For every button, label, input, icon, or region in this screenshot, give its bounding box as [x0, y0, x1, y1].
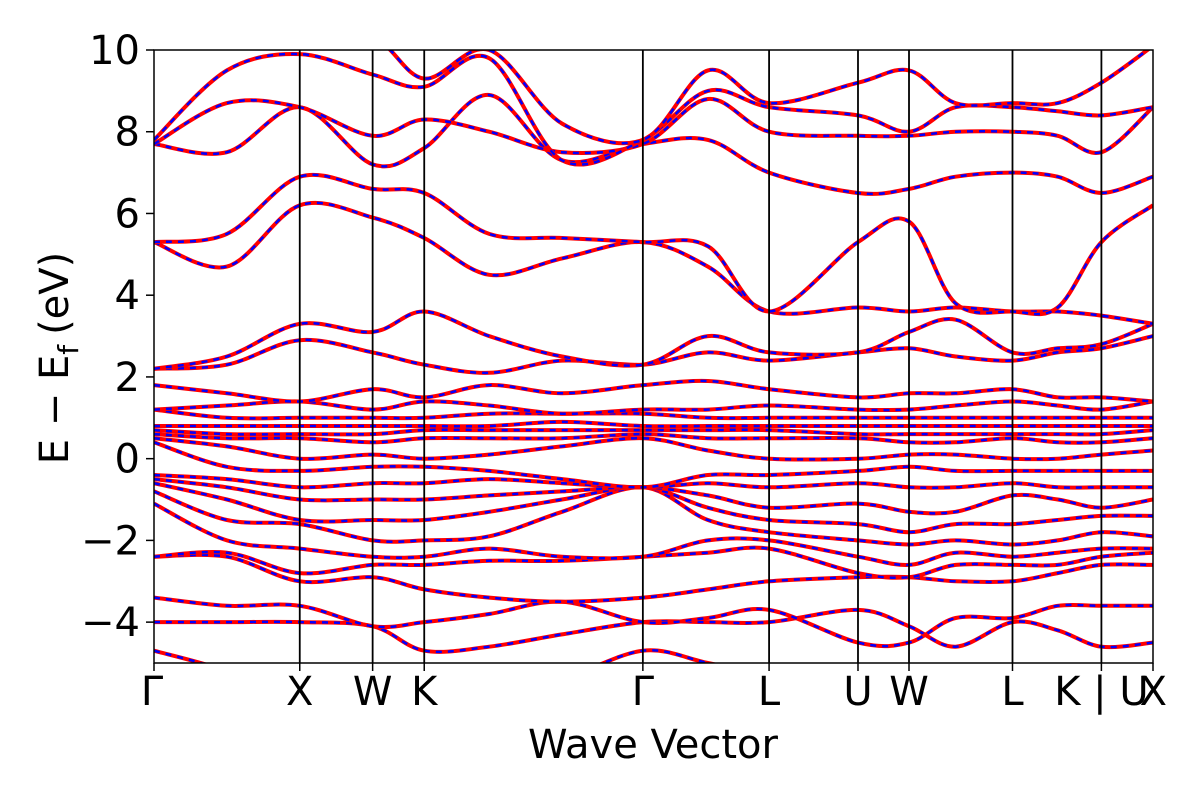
band-line-dashed-11	[154, 436, 1153, 461]
x-tick-label: U	[843, 669, 872, 715]
x-tick-label: W	[353, 669, 393, 715]
y-tick-label: 2	[115, 355, 140, 401]
bands-layer	[154, 50, 1153, 663]
band-line-dashed-19	[154, 310, 1153, 371]
band-line-dashed-12	[154, 432, 1153, 445]
band-line-dashed-14	[154, 420, 1153, 428]
y-tick-label: 8	[115, 110, 140, 156]
y-axis-label-main: E − E	[32, 355, 78, 465]
band-line-dashed-16	[154, 400, 1153, 416]
y-axis-label-unit: (eV)	[32, 252, 78, 335]
band-line-dashed-6	[154, 486, 1153, 546]
band-line-solid-3	[154, 552, 1153, 604]
band-line-dashed-0	[154, 649, 715, 663]
band-line-dashed-20	[154, 201, 1153, 326]
x-tick-label: K | U	[1054, 669, 1148, 715]
x-axis-label: Wave Vector	[528, 722, 779, 768]
band-line-solid-10	[154, 440, 1153, 490]
x-tick-label: X	[1140, 669, 1167, 715]
x-tick-label: Γ	[141, 669, 164, 715]
y-axis-ticks: −4 −2 0 2 4 6 8 10	[81, 28, 154, 646]
band-line-solid-25	[387, 50, 1151, 146]
band-line-dashed-4	[154, 546, 1153, 580]
band-line-dashed-13	[154, 428, 1153, 436]
band-line-solid-20	[154, 200, 1153, 326]
band-line-dashed-18	[154, 334, 1153, 375]
x-tick-label: Γ	[632, 669, 655, 715]
band-line-dashed-21	[154, 173, 1153, 316]
y-tick-label: 6	[115, 191, 140, 237]
band-line-dashed-25	[388, 50, 1150, 145]
y-tick-label: 0	[115, 437, 140, 483]
x-tick-label: X	[286, 669, 313, 715]
band-line-dashed-3	[154, 553, 1153, 603]
band-line-dashed-7	[154, 481, 1153, 534]
band-line-dashed-24	[154, 52, 1153, 166]
band-line-dashed-9	[154, 473, 1153, 490]
high-symmetry-lines	[298, 50, 1103, 663]
x-tick-label: K	[411, 669, 439, 715]
y-axis-label-subscript: f	[52, 344, 85, 355]
band-line-dashed-1	[154, 608, 1153, 654]
band-line-solid-1	[154, 607, 1153, 654]
band-line-dashed-2	[154, 596, 1153, 648]
y-tick-label: 10	[89, 28, 140, 74]
x-tick-label: L	[758, 669, 781, 715]
band-line-dashed-8	[154, 477, 1153, 515]
y-tick-label: −4	[81, 600, 140, 646]
band-line-dashed-15	[154, 408, 1153, 420]
x-tick-label: L	[1001, 669, 1024, 715]
y-tick-label: −2	[81, 518, 140, 564]
y-tick-label: 4	[115, 273, 140, 319]
plot-frame	[153, 49, 1154, 664]
band-line-dashed-10	[154, 441, 1153, 489]
y-axis-label: E − Ef (eV)	[32, 252, 85, 465]
band-line-dashed-17	[154, 379, 1153, 403]
band-line-solid-11	[154, 436, 1153, 462]
band-line-dashed-23	[154, 97, 1153, 155]
band-line-solid-4	[154, 545, 1153, 580]
x-tick-label: W	[889, 669, 929, 715]
band-line-solid-18	[154, 334, 1153, 375]
band-line-dashed-5	[154, 502, 1153, 567]
